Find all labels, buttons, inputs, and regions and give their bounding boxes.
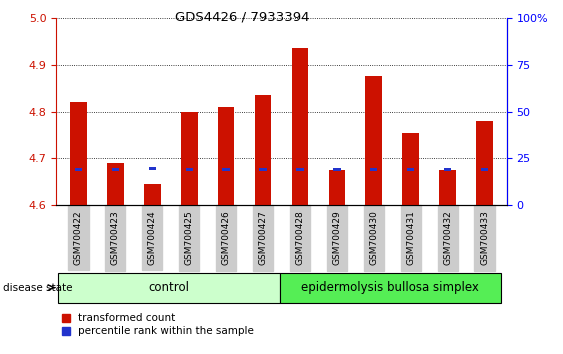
Text: control: control [149,281,189,294]
Text: disease state: disease state [3,282,72,293]
Bar [407,168,414,171]
Bar [218,107,234,205]
Bar [365,76,382,205]
Bar [476,121,493,205]
Text: GDS4426 / 7933394: GDS4426 / 7933394 [175,11,309,24]
Bar [260,168,267,171]
Bar [254,95,271,205]
Bar [181,112,198,205]
Bar [329,170,345,205]
Bar [444,168,452,171]
Bar [403,133,419,205]
Bar [370,168,377,171]
Bar [70,102,87,205]
Bar [280,273,501,303]
Text: epidermolysis bullosa simplex: epidermolysis bullosa simplex [301,281,479,294]
Bar [222,168,230,171]
Bar [107,163,124,205]
Bar [149,167,156,170]
Bar [481,168,488,171]
Bar [58,273,280,303]
Bar [296,168,303,171]
Bar [333,168,341,171]
Bar [144,184,160,205]
Bar [292,48,309,205]
Legend: transformed count, percentile rank within the sample: transformed count, percentile rank withi… [61,313,254,336]
Bar [75,168,82,171]
Bar [111,168,119,171]
Bar [186,168,193,171]
Bar [439,170,456,205]
